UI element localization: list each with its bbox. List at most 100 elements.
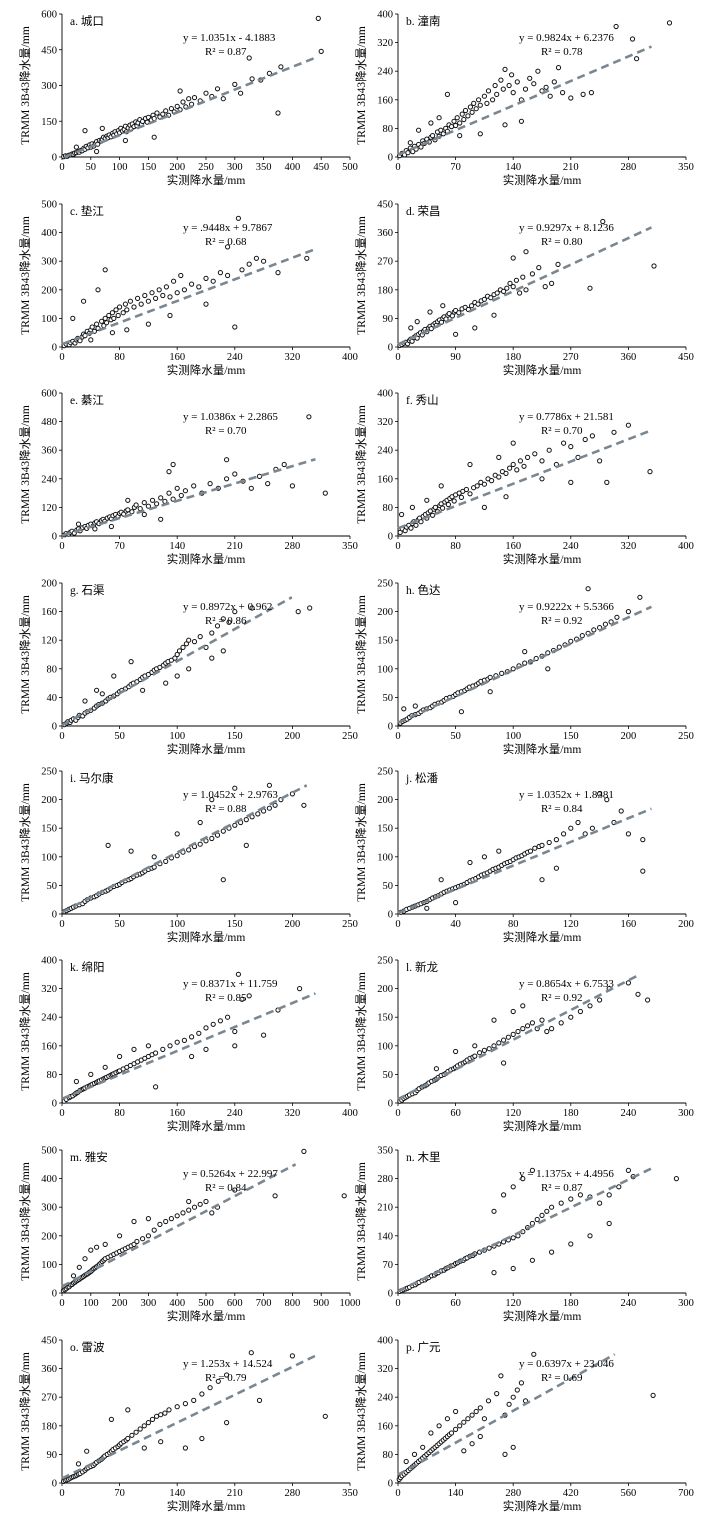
data-point [510, 255, 516, 261]
data-point [645, 997, 651, 1003]
data-point [232, 471, 238, 477]
data-point [555, 261, 561, 267]
y-tick-label: 160 [377, 474, 393, 485]
chart-panel-j: 0 40 80 120 160 200 0 50 100 150 200 250 实测降水量/mm TRM… [354, 767, 694, 945]
data-point [181, 287, 187, 293]
data-point [151, 134, 157, 140]
data-point [477, 1050, 483, 1056]
y-tick-label: 0 [52, 1479, 57, 1490]
y-axis-label: TRMM 3B43降水量/mm [354, 1352, 368, 1471]
r-squared-label: R² = 0.79 [205, 1372, 247, 1384]
data-point [602, 621, 609, 627]
data-point [248, 485, 254, 491]
x-tick-label: 240 [227, 1108, 243, 1119]
data-point [486, 1046, 492, 1052]
data-point [166, 490, 172, 496]
data-point [133, 1429, 139, 1435]
r-squared-label: R² = 0.87 [205, 46, 247, 58]
data-point [510, 1008, 516, 1015]
y-tick-label: 150 [41, 117, 57, 128]
data-point [168, 1216, 174, 1222]
data-point [272, 1193, 278, 1199]
data-point [191, 483, 197, 489]
data-point [214, 623, 221, 629]
data-point [232, 1043, 238, 1049]
data-point [199, 1391, 205, 1397]
x-tick-label: 200 [678, 919, 694, 930]
data-point [448, 124, 455, 130]
x-tick-label: 0 [395, 1298, 400, 1309]
data-point [403, 1458, 409, 1465]
data-point [135, 295, 141, 301]
data-point [469, 1412, 475, 1418]
data-point [502, 1451, 508, 1458]
x-tick-label: 200 [285, 919, 301, 930]
x-axis-label: 实测降水量/mm [167, 742, 246, 756]
data-point [125, 507, 131, 513]
data-point [73, 144, 80, 150]
y-tick-label: 200 [41, 285, 57, 296]
data-point [597, 791, 603, 797]
data-point [418, 144, 424, 150]
data-point [553, 837, 560, 843]
x-tick-label: 270 [563, 352, 579, 363]
y-tick-label: 0 [52, 910, 57, 921]
data-point [491, 1017, 497, 1023]
data-point [647, 469, 653, 475]
regression-equation: y = 0.5264x + 22.997 [183, 1168, 278, 1180]
x-tick-label: 40 [450, 919, 461, 930]
data-point [561, 440, 567, 446]
data-point [174, 1404, 180, 1410]
data-point [560, 90, 566, 96]
data-point [525, 454, 531, 460]
data-point [467, 491, 473, 497]
data-point [606, 1220, 612, 1227]
regression-equation: y = 1.0386x + 2.2865 [183, 411, 278, 423]
data-point [255, 811, 261, 817]
data-point [467, 859, 473, 866]
data-point [527, 75, 533, 81]
data-point [577, 1192, 584, 1198]
data-point [137, 1426, 143, 1432]
data-point [539, 1017, 545, 1023]
data-point [203, 1198, 209, 1205]
data-point [614, 614, 620, 620]
y-tick-label: 240 [377, 446, 393, 457]
data-point [226, 619, 232, 625]
data-point [477, 102, 483, 108]
regression-equation: y = 0.9297x + 8.1236 [519, 222, 614, 234]
data-point [197, 634, 203, 640]
y-tick-label: 250 [377, 579, 393, 590]
data-point [494, 1391, 500, 1397]
y-tick-label: 80 [383, 1450, 394, 1461]
data-point [440, 303, 446, 309]
x-tick-label: 280 [285, 541, 301, 552]
data-point [469, 109, 475, 115]
x-axis-label: 实测降水量/mm [167, 552, 246, 566]
data-point [174, 290, 180, 296]
x-tick-label: 150 [563, 731, 579, 742]
data-point [122, 301, 129, 307]
data-point [232, 609, 238, 615]
data-point [575, 454, 581, 460]
regression-equation: y = 0.9222x + 5.5366 [519, 601, 614, 613]
chart-panel-m: 0 100 200 300 400 500 600 700 800 900 1000 0 100 200 3… [18, 1146, 361, 1324]
x-axis-label: 实测降水量/mm [167, 1309, 246, 1323]
data-point [275, 110, 281, 116]
y-axis-label: TRMM 3B43降水量/mm [354, 216, 368, 335]
data-point [510, 284, 516, 290]
data-point [514, 1387, 520, 1393]
y-tick-label: 160 [377, 1421, 393, 1432]
x-tick-label: 100 [169, 731, 185, 742]
y-tick-label: 320 [377, 417, 393, 428]
data-point [504, 285, 510, 291]
data-point [178, 492, 184, 499]
data-point [507, 465, 513, 471]
data-point [94, 321, 100, 327]
x-tick-label: 350 [256, 162, 272, 173]
data-point [587, 1233, 593, 1239]
data-point [625, 831, 632, 837]
x-tick-label: 140 [169, 1488, 185, 1499]
x-tick-label: 80 [114, 352, 125, 363]
data-point [102, 1241, 108, 1248]
